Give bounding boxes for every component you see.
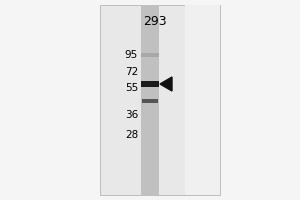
Bar: [141, 53, 159, 57]
Bar: [142, 99, 158, 103]
Text: 72: 72: [125, 67, 138, 77]
Text: 293: 293: [143, 15, 167, 28]
Text: 36: 36: [125, 110, 138, 120]
Bar: [185, 5, 220, 195]
Text: 28: 28: [125, 130, 138, 140]
Bar: [100, 5, 220, 195]
Text: 55: 55: [125, 83, 138, 93]
Text: 95: 95: [125, 50, 138, 60]
Bar: [141, 81, 159, 87]
Bar: [141, 5, 159, 195]
Polygon shape: [160, 77, 172, 91]
